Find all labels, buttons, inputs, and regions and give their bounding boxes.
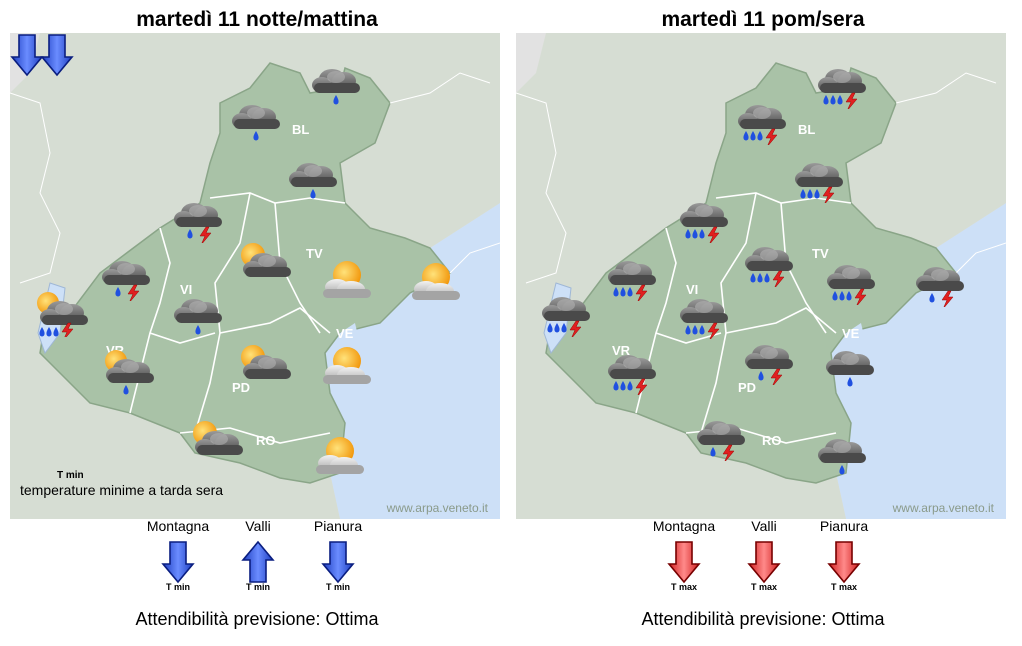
zone-montagna: Montagna T max — [644, 518, 724, 592]
sun-cloud-light-icon[interactable] — [308, 435, 368, 481]
heavy-rain-storm-icon[interactable] — [739, 241, 799, 287]
panel-title: martedì 11 pom/sera — [661, 8, 865, 31]
legend-tmin-arrows-icon — [11, 34, 73, 76]
heavy-rain-storm-icon[interactable] — [789, 157, 849, 203]
zone-sub: T min — [246, 582, 270, 592]
sun-cloud-icon[interactable] — [233, 241, 293, 287]
arrow-down-icon — [748, 541, 780, 583]
sun-cloud-light-icon[interactable] — [404, 261, 464, 307]
heavy-rain-storm-icon[interactable] — [674, 293, 734, 339]
arrow-up-icon — [242, 541, 274, 583]
zone-label: Valli — [751, 518, 777, 534]
zone-label: Montagna — [146, 518, 210, 534]
rain-cloud-icon[interactable] — [820, 345, 880, 391]
sun-rain-icon[interactable] — [96, 349, 156, 395]
veneto-map: BL TV VI VR PD VE RO www.arpa.veneto.it — [516, 33, 1006, 519]
rain-storm-icon[interactable] — [910, 261, 970, 307]
region-label-vi: VI — [180, 282, 193, 297]
zone-sub: T min — [166, 582, 190, 592]
rain-storm-icon[interactable] — [739, 339, 799, 385]
zone-pianura: Pianura T min — [298, 518, 378, 592]
sun-cloud-icon[interactable] — [233, 343, 293, 389]
credit-text[interactable]: www.arpa.veneto.it — [386, 501, 488, 515]
zone-valli: Valli T min — [218, 518, 298, 592]
zone-sub: T max — [830, 582, 857, 592]
rain-cloud-icon[interactable] — [812, 433, 872, 479]
rain-storm-icon[interactable] — [691, 415, 751, 461]
zone-montagna: Montagna T min — [138, 518, 218, 592]
heavy-rain-storm-icon[interactable] — [602, 349, 662, 395]
sun-cloud-light-icon[interactable] — [315, 345, 375, 391]
zone-pianura: Pianura T max — [804, 518, 884, 592]
heavy-rain-storm-icon[interactable] — [674, 197, 734, 243]
region-label-tv: TV — [812, 246, 829, 261]
region-label-ro: RO — [762, 433, 782, 448]
rain-cloud-icon[interactable] — [283, 157, 343, 203]
heavy-rain-storm-icon[interactable] — [536, 291, 596, 337]
legend-text: temperature minime a tarda sera — [20, 482, 224, 498]
arrow-down-icon — [828, 541, 860, 583]
zone-label: Valli — [245, 518, 271, 534]
storm-cloud-icon[interactable] — [168, 197, 228, 243]
credit-text[interactable]: www.arpa.veneto.it — [892, 501, 994, 515]
sun-cloud-light-icon[interactable] — [315, 259, 375, 305]
region-label-pd: PD — [738, 380, 757, 395]
reliability-text: Attendibilità previsione: Ottima — [641, 609, 885, 629]
arrow-down-icon — [668, 541, 700, 583]
arrow-down-icon — [162, 541, 194, 583]
region-label-bl: BL — [292, 122, 310, 137]
region-label-ve: VE — [842, 326, 860, 341]
region-label-ve: VE — [336, 326, 354, 341]
sun-cloud-icon[interactable] — [185, 419, 245, 465]
zone-label: Pianura — [313, 518, 363, 534]
arrow-down-icon — [322, 541, 354, 583]
heavy-rain-storm-icon[interactable] — [821, 259, 881, 305]
heavy-rain-storm-icon[interactable] — [602, 255, 662, 301]
region-label-vi: VI — [686, 282, 699, 297]
zone-sub: T max — [750, 582, 777, 592]
region-label-ro: RO — [256, 433, 276, 448]
zone-label: Pianura — [819, 518, 869, 534]
heavy-rain-storm-icon[interactable] — [732, 99, 792, 145]
region-label-vr: VR — [612, 343, 631, 358]
panel-title: martedì 11 notte/mattina — [136, 8, 378, 31]
legend-label: T min — [57, 470, 84, 481]
zone-valli: Valli T max — [724, 518, 804, 592]
zone-label: Montagna — [652, 518, 716, 534]
rain-cloud-icon[interactable] — [306, 63, 366, 109]
heavy-rain-storm-icon[interactable] — [812, 63, 872, 109]
region-label-tv: TV — [306, 246, 323, 261]
reliability-text: Attendibilità previsione: Ottima — [135, 609, 379, 629]
forecast-panel-morning: martedì 11 notte/mattina BL TV VI VR PD … — [10, 0, 504, 646]
veneto-map: BL TV VI VR PD VE RO T min temperature m… — [10, 33, 500, 519]
region-label-pd: PD — [232, 380, 251, 395]
storm-cloud-icon[interactable] — [96, 255, 156, 301]
forecast-panel-afternoon: martedì 11 pom/sera BL TV VI VR PD VE RO… — [516, 0, 1010, 646]
zone-sub: T min — [326, 582, 350, 592]
rain-cloud-icon[interactable] — [226, 99, 286, 145]
rain-cloud-icon[interactable] — [168, 293, 228, 339]
region-label-bl: BL — [798, 122, 816, 137]
sun-rain-storm-icon[interactable] — [30, 291, 90, 337]
zone-sub: T max — [670, 582, 697, 592]
